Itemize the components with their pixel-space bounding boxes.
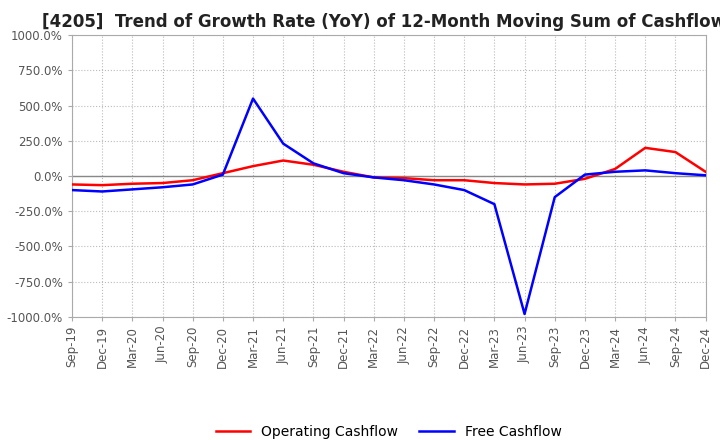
Operating Cashflow [490,180,499,186]
Line: Operating Cashflow: Operating Cashflow [72,148,706,185]
Operating Cashflow [611,166,619,172]
Free Cashflow [98,189,107,194]
Free Cashflow [611,169,619,174]
Title: [4205]  Trend of Growth Rate (YoY) of 12-Month Moving Sum of Cashflows: [4205] Trend of Growth Rate (YoY) of 12-… [42,13,720,31]
Free Cashflow [460,187,469,193]
Free Cashflow [279,141,287,146]
Operating Cashflow [369,175,378,180]
Free Cashflow [490,202,499,207]
Free Cashflow [128,187,137,192]
Free Cashflow [701,172,710,178]
Operating Cashflow [460,178,469,183]
Operating Cashflow [550,181,559,187]
Free Cashflow [671,171,680,176]
Free Cashflow [339,171,348,176]
Operating Cashflow [430,178,438,183]
Operating Cashflow [701,169,710,174]
Operating Cashflow [279,158,287,163]
Free Cashflow [430,182,438,187]
Free Cashflow [309,161,318,166]
Operating Cashflow [68,182,76,187]
Operating Cashflow [339,169,348,174]
Free Cashflow [521,312,529,317]
Operating Cashflow [641,145,649,150]
Free Cashflow [219,172,228,177]
Legend: Operating Cashflow, Free Cashflow: Operating Cashflow, Free Cashflow [210,420,567,440]
Free Cashflow [369,175,378,180]
Operating Cashflow [521,182,529,187]
Free Cashflow [189,182,197,187]
Line: Free Cashflow: Free Cashflow [72,99,706,314]
Free Cashflow [580,172,589,177]
Operating Cashflow [309,162,318,167]
Free Cashflow [158,185,167,190]
Operating Cashflow [248,164,257,169]
Free Cashflow [641,168,649,173]
Operating Cashflow [158,180,167,186]
Free Cashflow [68,187,76,193]
Operating Cashflow [219,171,228,176]
Operating Cashflow [128,181,137,187]
Operating Cashflow [580,176,589,181]
Operating Cashflow [189,178,197,183]
Free Cashflow [248,96,257,101]
Free Cashflow [400,178,408,183]
Operating Cashflow [400,176,408,181]
Free Cashflow [550,194,559,200]
Operating Cashflow [671,150,680,155]
Operating Cashflow [98,183,107,188]
